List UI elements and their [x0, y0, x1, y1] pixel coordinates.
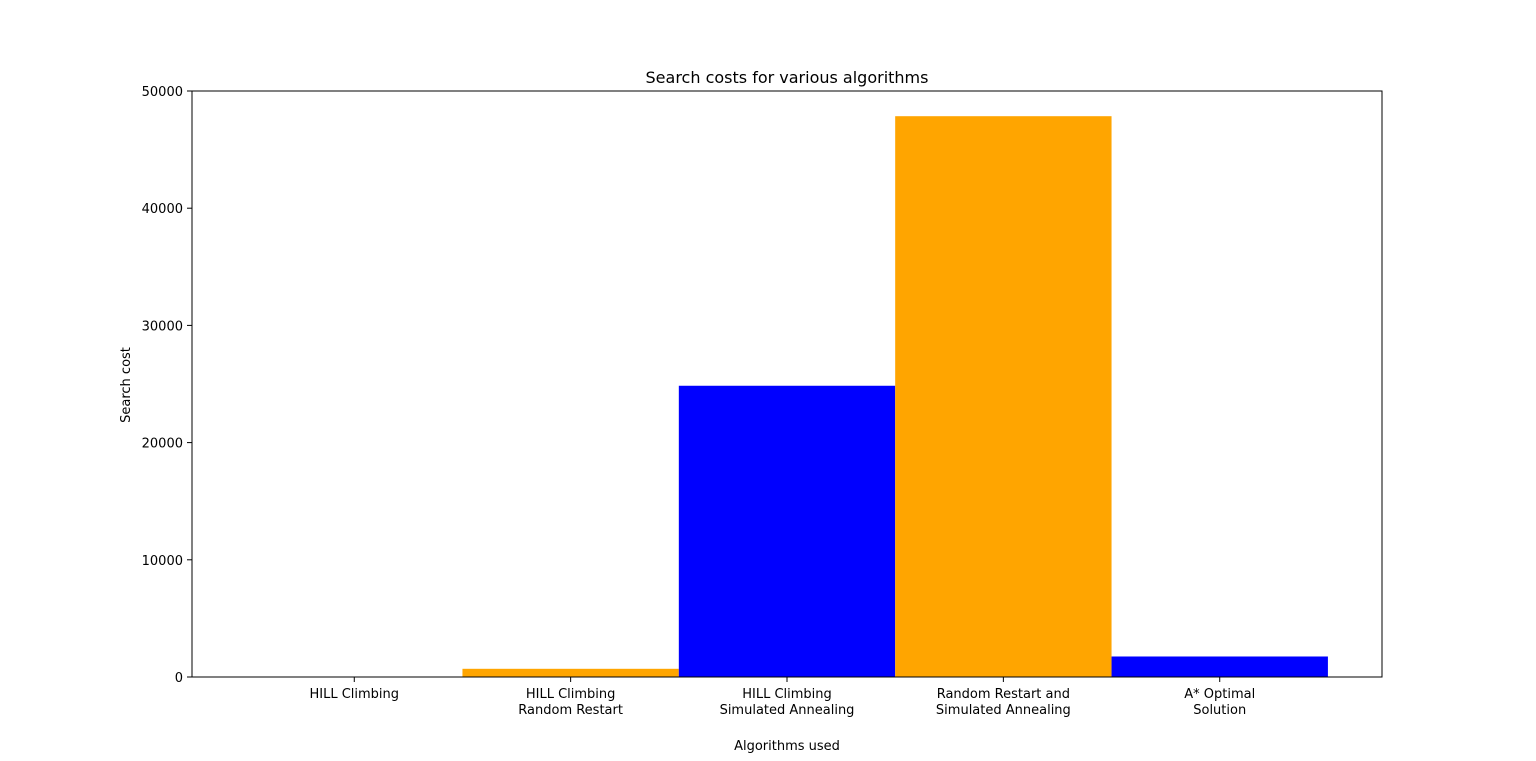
x-tick-label: HILL Climbing	[309, 687, 399, 702]
bar-2	[678, 385, 896, 677]
x-tick-label-line: HILL Climbing	[742, 687, 832, 702]
x-tick-label-line: Solution	[1193, 703, 1246, 718]
x-tick-label: A* Optimal Solution	[1184, 687, 1255, 718]
x-tick-label: HILL Climbing Simulated Annealing	[720, 687, 855, 718]
x-tick-label-line: A* Optimal	[1184, 687, 1255, 702]
bar-1	[462, 668, 679, 677]
bars-layer	[246, 116, 1328, 677]
y-tick-label: 10000	[142, 554, 183, 569]
x-axis: HILL Climbing HILL Climbing Random Restart…	[309, 677, 1255, 718]
x-tick-label-line: Simulated Annealing	[720, 703, 855, 718]
y-tick-label: 20000	[142, 437, 183, 452]
x-tick-label-line: Random Restart and	[937, 687, 1070, 702]
y-tick-label: 40000	[142, 202, 183, 217]
y-axis: 0 10000 20000 30000 40000 50000	[142, 85, 192, 686]
x-tick-label-line: HILL Climbing	[309, 687, 399, 702]
x-tick-label-line: Random Restart	[518, 703, 623, 718]
x-tick-label: Random Restart and Simulated Annealing	[936, 687, 1071, 718]
bar-4	[1111, 656, 1328, 677]
x-tick-label-line: HILL Climbing	[526, 687, 616, 702]
y-tick-label: 50000	[142, 85, 183, 100]
x-axis-label: Algorithms used	[734, 739, 840, 754]
y-tick-label: 0	[175, 671, 183, 686]
x-tick-label: HILL Climbing Random Restart	[518, 687, 623, 718]
bar-3	[895, 116, 1112, 677]
chart-title: Search costs for various algorithms	[646, 68, 929, 87]
y-tick-label: 30000	[142, 319, 183, 334]
x-tick-label-line: Simulated Annealing	[936, 703, 1071, 718]
y-axis-label: Search cost	[119, 347, 134, 423]
